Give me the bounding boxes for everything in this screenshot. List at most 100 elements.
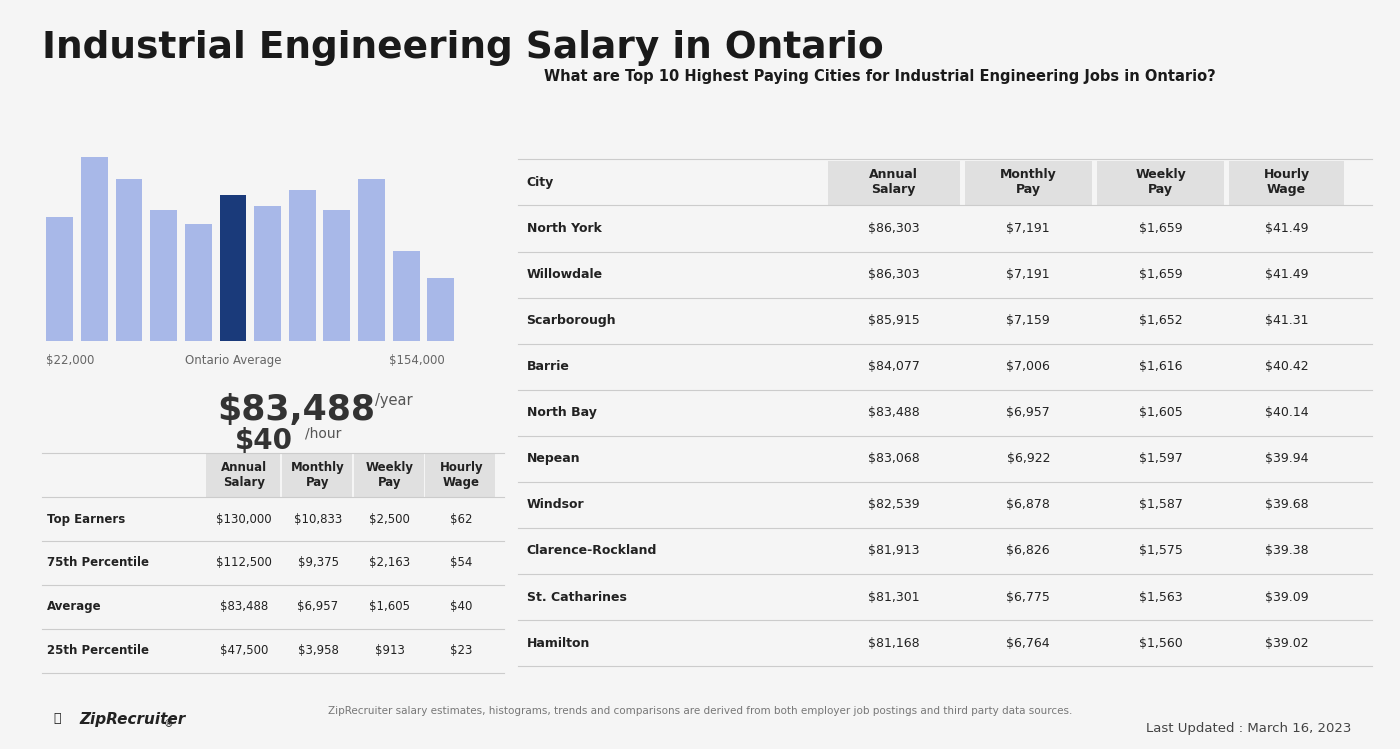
Text: Hamilton: Hamilton <box>526 637 589 649</box>
Text: $1,605: $1,605 <box>1138 406 1183 419</box>
Text: Annual
Salary: Annual Salary <box>869 169 918 196</box>
Text: Weekly
Pay: Weekly Pay <box>1135 169 1186 196</box>
Text: $86,303: $86,303 <box>868 222 920 235</box>
Text: $1,560: $1,560 <box>1138 637 1183 649</box>
Text: St. Catharines: St. Catharines <box>526 590 626 604</box>
FancyBboxPatch shape <box>427 278 454 341</box>
Text: /year: /year <box>375 393 413 408</box>
Text: Top Earners: Top Earners <box>46 512 125 526</box>
FancyBboxPatch shape <box>255 206 281 341</box>
Text: $23: $23 <box>449 644 472 658</box>
FancyBboxPatch shape <box>46 217 73 341</box>
Text: $10,833: $10,833 <box>294 512 342 526</box>
Text: $6,878: $6,878 <box>1007 498 1050 512</box>
Text: $2,163: $2,163 <box>370 557 410 569</box>
Text: /hour: /hour <box>305 427 342 441</box>
FancyBboxPatch shape <box>965 161 1092 205</box>
Text: Weekly
Pay: Weekly Pay <box>365 461 413 489</box>
FancyBboxPatch shape <box>1229 161 1344 205</box>
Text: $85,915: $85,915 <box>868 314 920 327</box>
Text: $6,826: $6,826 <box>1007 545 1050 557</box>
Text: $47,500: $47,500 <box>220 644 269 658</box>
Text: ZipRecruiter: ZipRecruiter <box>80 712 186 727</box>
Text: $7,159: $7,159 <box>1007 314 1050 327</box>
Text: $1,616: $1,616 <box>1138 360 1183 373</box>
Text: $1,575: $1,575 <box>1138 545 1183 557</box>
Text: 25th Percentile: 25th Percentile <box>46 644 148 658</box>
Text: $1,563: $1,563 <box>1138 590 1183 604</box>
Text: $39.68: $39.68 <box>1264 498 1309 512</box>
Text: $6,775: $6,775 <box>1007 590 1050 604</box>
FancyBboxPatch shape <box>150 210 176 341</box>
Text: $39.02: $39.02 <box>1264 637 1309 649</box>
FancyBboxPatch shape <box>358 179 385 341</box>
Text: Industrial Engineering Salary in Ontario: Industrial Engineering Salary in Ontario <box>42 30 883 66</box>
Text: ZipRecruiter salary estimates, histograms, trends and comparisons are derived fr: ZipRecruiter salary estimates, histogram… <box>328 706 1072 715</box>
Text: $81,913: $81,913 <box>868 545 920 557</box>
Text: Last Updated : March 16, 2023: Last Updated : March 16, 2023 <box>1145 721 1351 735</box>
Text: $84,077: $84,077 <box>868 360 920 373</box>
Text: $7,191: $7,191 <box>1007 268 1050 281</box>
FancyBboxPatch shape <box>206 454 280 497</box>
Text: $1,605: $1,605 <box>370 601 410 613</box>
Text: $81,301: $81,301 <box>868 590 920 604</box>
Text: $40.42: $40.42 <box>1264 360 1309 373</box>
Text: Average: Average <box>46 601 101 613</box>
Text: $3,958: $3,958 <box>298 644 339 658</box>
Text: $86,303: $86,303 <box>868 268 920 281</box>
FancyBboxPatch shape <box>81 157 108 341</box>
Text: $39.09: $39.09 <box>1264 590 1309 604</box>
FancyBboxPatch shape <box>220 195 246 341</box>
Text: $6,764: $6,764 <box>1007 637 1050 649</box>
Text: $82,539: $82,539 <box>868 498 920 512</box>
Text: $81,168: $81,168 <box>868 637 920 649</box>
Text: $1,587: $1,587 <box>1138 498 1183 512</box>
FancyBboxPatch shape <box>323 210 350 341</box>
Text: $41.49: $41.49 <box>1264 268 1309 281</box>
Text: $83,068: $83,068 <box>868 452 920 465</box>
Text: $112,500: $112,500 <box>216 557 272 569</box>
Text: Nepean: Nepean <box>526 452 580 465</box>
Text: $6,957: $6,957 <box>297 601 339 613</box>
Text: Barrie: Barrie <box>526 360 570 373</box>
FancyBboxPatch shape <box>283 454 351 497</box>
Text: $41.31: $41.31 <box>1264 314 1309 327</box>
Text: Clarence-Rockland: Clarence-Rockland <box>526 545 657 557</box>
Text: $83,488: $83,488 <box>868 406 920 419</box>
Text: $6,922: $6,922 <box>1007 452 1050 465</box>
Text: $39.94: $39.94 <box>1264 452 1309 465</box>
Text: Scarborough: Scarborough <box>526 314 616 327</box>
Text: City: City <box>526 176 554 189</box>
Text: $1,597: $1,597 <box>1138 452 1183 465</box>
FancyBboxPatch shape <box>393 251 420 341</box>
Text: Ontario Average: Ontario Average <box>185 354 281 367</box>
Text: Hourly
Wage: Hourly Wage <box>440 461 483 489</box>
Text: 75th Percentile: 75th Percentile <box>46 557 148 569</box>
Text: North Bay: North Bay <box>526 406 596 419</box>
Text: $1,659: $1,659 <box>1138 222 1183 235</box>
Text: $154,000: $154,000 <box>389 354 445 367</box>
Text: Monthly
Pay: Monthly Pay <box>291 461 344 489</box>
Text: Windsor: Windsor <box>526 498 584 512</box>
Text: $7,191: $7,191 <box>1007 222 1050 235</box>
Text: $40: $40 <box>449 601 472 613</box>
Text: $1,659: $1,659 <box>1138 268 1183 281</box>
Text: ®: ® <box>164 719 174 729</box>
Text: $62: $62 <box>449 512 473 526</box>
Text: $39.38: $39.38 <box>1264 545 1309 557</box>
Text: North York: North York <box>526 222 602 235</box>
Text: $1,652: $1,652 <box>1138 314 1183 327</box>
Text: $7,006: $7,006 <box>1007 360 1050 373</box>
FancyBboxPatch shape <box>185 224 211 341</box>
Text: $40: $40 <box>235 427 293 455</box>
Text: $83,488: $83,488 <box>217 393 375 427</box>
Text: $130,000: $130,000 <box>217 512 272 526</box>
Text: $913: $913 <box>375 644 405 658</box>
Text: $41.49: $41.49 <box>1264 222 1309 235</box>
Text: $6,957: $6,957 <box>1007 406 1050 419</box>
Text: What are Top 10 Highest Paying Cities for Industrial Engineering Jobs in Ontario: What are Top 10 Highest Paying Cities fo… <box>543 69 1215 84</box>
Text: $40.14: $40.14 <box>1264 406 1309 419</box>
Text: Monthly
Pay: Monthly Pay <box>1000 169 1057 196</box>
Text: $83,488: $83,488 <box>220 601 269 613</box>
Text: $9,375: $9,375 <box>298 557 339 569</box>
